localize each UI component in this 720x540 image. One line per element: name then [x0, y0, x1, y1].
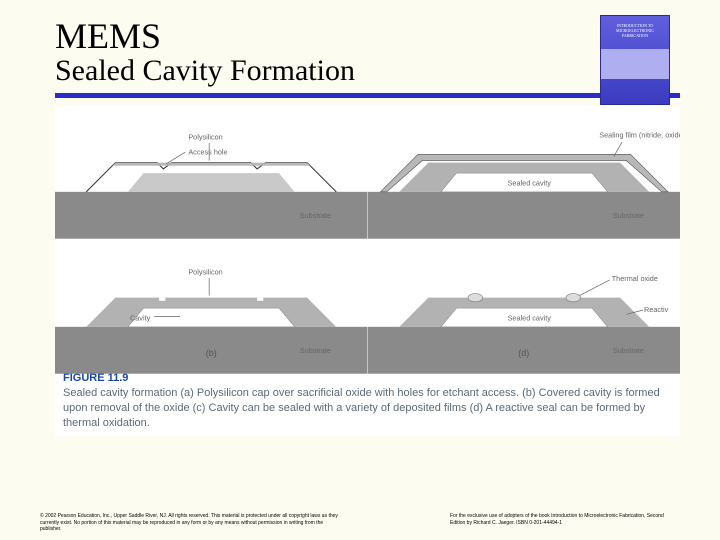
reactive-label-d: Reactiv [644, 305, 669, 314]
oxide-mesa-a [128, 173, 295, 192]
oxide-bump-right [565, 294, 580, 302]
thermal-label-d: Thermal oxide [611, 274, 657, 283]
seal-label-c: Sealing film (nitride, oxide, e [599, 131, 680, 140]
poly-label-b: Polysilicon [188, 268, 222, 277]
figure-area: Substrate Polysilicon Access hole [55, 106, 680, 436]
access-label-a: Access hole [188, 147, 227, 156]
substrate-label-a: Substrate [300, 211, 331, 220]
figure-caption: Sealed cavity formation (a) Polysilicon … [63, 386, 672, 431]
footer: © 2002 Pearson Education, Inc., Upper Sa… [40, 513, 680, 532]
panel-label-b: (b) [55, 348, 368, 358]
book-title-text: INTRODUCTION TO MICROELECTRONIC FABRICAT… [605, 24, 665, 38]
panel-label-d: (d) [368, 348, 681, 358]
cavity-label-b: Cavity [130, 314, 151, 323]
substrate-label-c: Substrate [612, 211, 643, 220]
cavity-b [128, 308, 295, 327]
title-underline [55, 93, 680, 98]
poly-label-a: Polysilicon [188, 133, 222, 142]
oxide-bump-left [468, 294, 483, 302]
title-sub: Sealed Cavity Formation [55, 54, 680, 87]
title-main: MEMS [55, 18, 680, 54]
footer-copyright: © 2002 Pearson Education, Inc., Upper Sa… [40, 513, 340, 532]
panel-a: Substrate Polysilicon Access hole [55, 106, 368, 241]
figure-panels: Substrate Polysilicon Access hole [55, 106, 680, 356]
book-thumbnail: INTRODUCTION TO MICROELECTRONIC FABRICAT… [600, 15, 670, 105]
cavity-label-c: Sealed cavity [507, 179, 551, 188]
footer-adopters: For the exclusive use of adopters of the… [450, 513, 680, 532]
panel-c: Substrate Sealed cavity Sealing film (ni… [368, 106, 681, 241]
book-band [601, 49, 669, 79]
panel-caption-row-2: (b) (d) [55, 348, 680, 358]
cavity-label-d: Sealed cavity [507, 314, 551, 323]
